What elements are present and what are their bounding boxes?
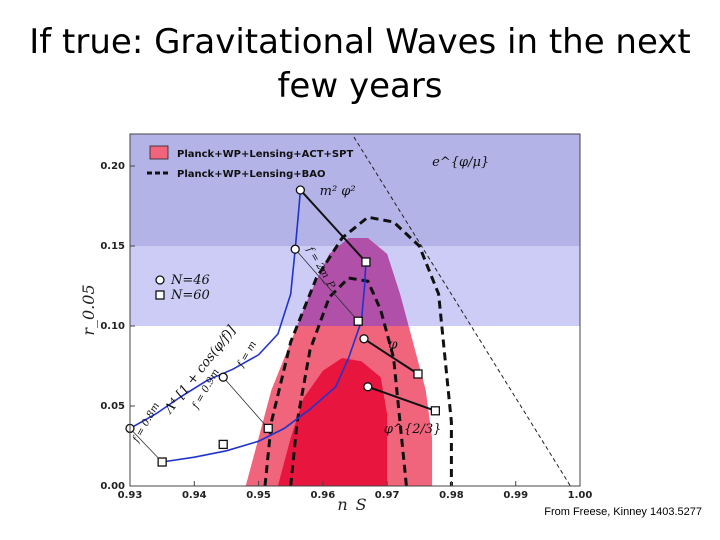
plot-frame [129,133,581,487]
legend: Planck+WP+Lensing+ACT+SPT Planck+WP+Lensi… [147,145,353,303]
point-n60-0 [361,257,371,267]
legend-swatch-0 [149,145,169,160]
point-n46-2 [218,372,228,382]
n-connector-1 [222,376,269,429]
point-n60-6 [430,406,441,416]
slide-title: If true: Gravitational Waves in the next… [0,20,720,108]
x-tick-label-3: 0.96 [311,490,336,501]
annotation-m2phi2: m² φ² [320,184,356,199]
citation: From Freese, Kinney 1403.5277 [544,506,702,518]
model-points [125,185,441,467]
y-tick-label-3: 0.15 [100,241,125,252]
legend-label-1: Planck+WP+Lensing+BAO [177,169,326,180]
x-tick-label-5: 0.98 [439,490,464,501]
point-n46-0 [295,185,306,195]
point-n60-3 [218,439,228,450]
slide-title-line2: few years [277,66,443,106]
x-tick-label-0: 0.93 [118,490,143,501]
exp-line [351,134,571,486]
contour-overlap-band [297,238,409,326]
x-tick-label-2: 0.95 [246,490,271,501]
phi23-line [367,385,436,412]
n-connector-0 [130,428,163,463]
contour-inner-fill [277,358,388,486]
y-tick-label-4: 0.20 [100,161,125,172]
natural-inflation-curve-1 [161,261,367,463]
natural-inflation-curve-0 [130,189,302,430]
phi-line [363,337,419,375]
annotation-f_m: f = m [235,339,259,370]
x-tick-label-4: 0.97 [375,490,400,501]
x-tick-label-1: 0.94 [182,490,207,501]
x-tick-label-6: 0.99 [503,490,528,501]
legend2-label-1: N=60 [170,288,210,303]
legend2-marker-1 [155,290,165,300]
bao-contour-outer [263,215,453,486]
point-n46-4 [359,334,369,344]
point-n60-2 [263,423,273,434]
bao-contour-inner [289,276,408,486]
ns-r-chart: 0.93 0.94 0.95 0.96 0.97 0.98 0.99 1.00 0.00 0.05… [80,133,592,513]
annotation-f_08m: f = 0.8m [130,401,162,445]
legend2-label-0: N=46 [170,273,210,288]
model-lines [130,134,571,486]
x-tick-label-7: 1.00 [568,490,593,501]
annotation-exp: e^{φ/μ} [432,155,489,170]
axis-ticks: 0.93 0.94 0.95 0.96 0.97 0.98 0.99 1.00 0.00 0.05… [100,161,592,501]
annotation-phi: φ [388,337,398,352]
y-tick-label-2: 0.10 [100,321,125,332]
point-n60-5 [413,369,423,379]
x-axis-label: n_S [337,495,366,513]
n-connector-2 [294,248,359,322]
contours [245,215,453,486]
point-n46-1 [290,244,300,254]
legend-label-0: Planck+WP+Lensing+ACT+SPT [177,149,353,160]
slide-title-line1: If true: Gravitational Waves in the next [29,22,691,62]
y-tick-label-0: 0.00 [100,481,125,492]
annotation-phi23: φ^{2/3} [384,422,441,437]
y-axis-label: r_0.05 [80,284,98,335]
y-tick-label-1: 0.05 [100,401,125,412]
m2phi2-line [299,189,367,263]
point-n60-4 [157,457,167,467]
point-n46-5 [363,382,373,392]
legend2-marker-0 [155,275,165,285]
point-n60-1 [353,316,363,326]
